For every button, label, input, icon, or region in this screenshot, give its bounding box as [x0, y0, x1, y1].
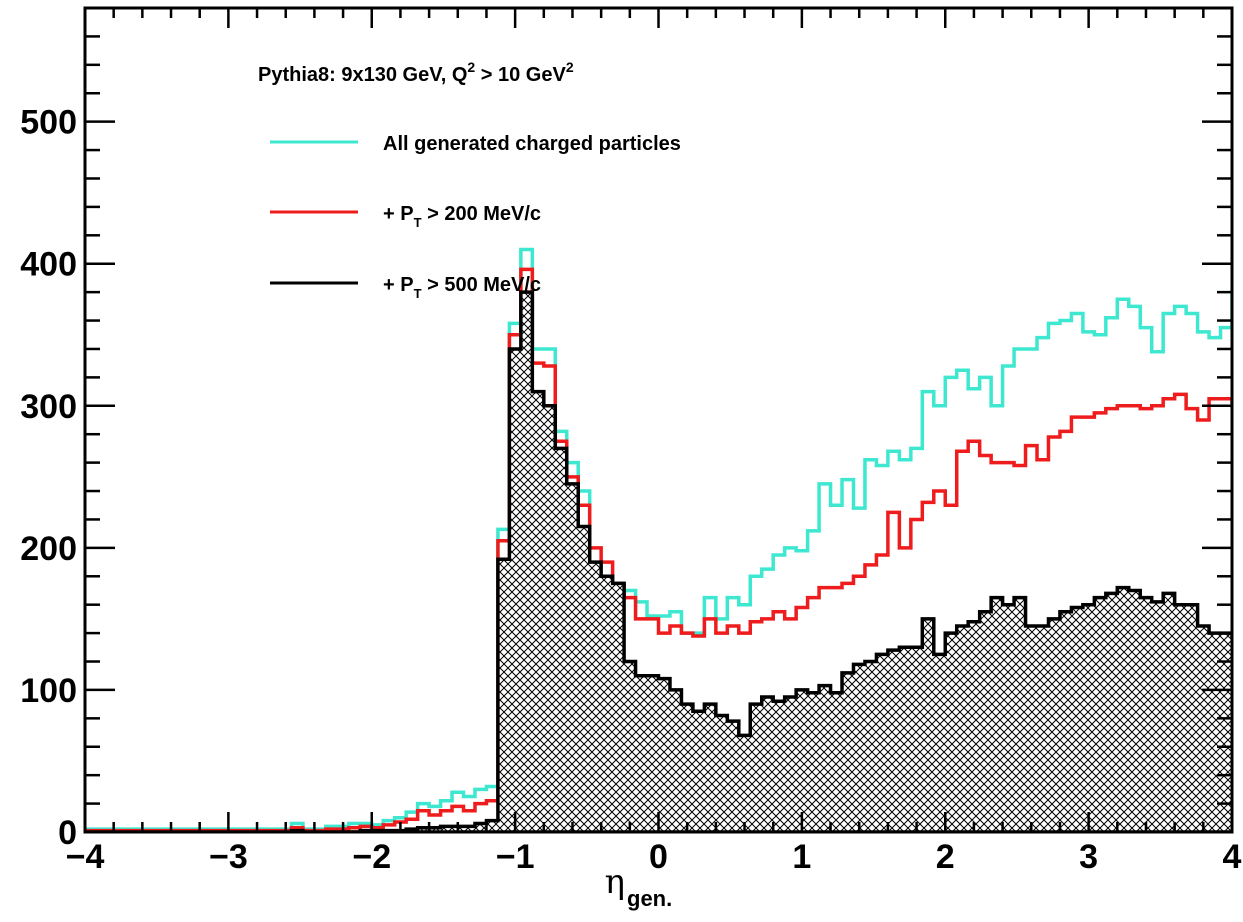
x-tick-label: 0 — [649, 838, 668, 876]
legend-label-pt500: + PT > 500 MeV/c — [383, 274, 541, 301]
legend: Pythia8: 9x130 GeV, Q2 > 10 GeV2 All gen… — [258, 59, 681, 301]
chart-title: Pythia8: 9x130 GeV, Q2 > 10 GeV2 — [258, 59, 574, 86]
series-all-charged — [85, 247, 1232, 832]
y-tick-label: 100 — [20, 672, 77, 710]
x-tick-label: 4 — [1223, 838, 1242, 876]
series-pt-500 — [85, 290, 1232, 832]
x-axis-title: η — [605, 862, 625, 902]
x-tick-label: −4 — [66, 838, 105, 876]
x-tick-label: 1 — [792, 838, 811, 876]
y-tick-label: 0 — [58, 814, 77, 852]
x-tick-label: 3 — [1079, 838, 1098, 876]
axis-ticks — [83, 6, 1234, 834]
axis-tick-labels: −4 −3 −2 −1 0 1 2 3 4 0 100 200 300 400 500 — [20, 104, 1241, 876]
legend-label-pt200: + PT > 200 MeV/c — [383, 203, 541, 230]
y-tick-label: 400 — [20, 246, 77, 284]
legend-label-all: All generated charged particles — [383, 133, 681, 155]
x-tick-label: 2 — [936, 838, 955, 876]
x-tick-label: −2 — [352, 838, 391, 876]
y-tick-label: 500 — [20, 104, 77, 142]
y-tick-label: 200 — [20, 530, 77, 568]
x-tick-label: −1 — [496, 838, 535, 876]
y-tick-label: 300 — [20, 388, 77, 426]
x-axis-title-subscript: gen. — [627, 886, 672, 911]
x-tick-label: −3 — [209, 838, 248, 876]
